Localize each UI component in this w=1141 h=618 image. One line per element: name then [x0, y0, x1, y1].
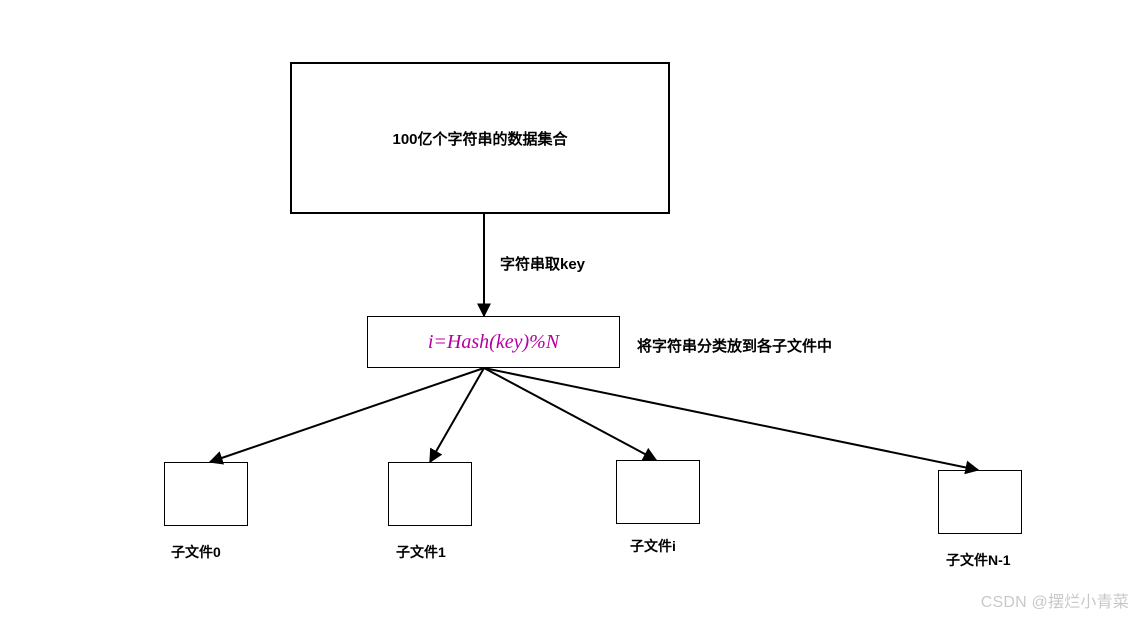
child-file-box-1: [388, 462, 472, 526]
hash-formula-label: i=Hash(key)%N: [428, 331, 559, 354]
child-file-label-0: 子文件0: [171, 542, 221, 562]
hash-formula-box: i=Hash(key)%N: [367, 316, 620, 368]
edge-line: [484, 368, 978, 470]
edge-line: [484, 368, 656, 460]
child-file-label-i: 子文件i: [630, 536, 676, 556]
edge-label-key: 字符串取key: [500, 253, 585, 274]
child-file-label-n-1: 子文件N-1: [946, 550, 1011, 570]
watermark: CSDN @摆烂小青菜: [981, 588, 1129, 612]
edge-label-dispatch: 将字符串分类放到各子文件中: [637, 335, 832, 356]
child-file-box-n-1: [938, 470, 1022, 534]
dataset-box-label: 100亿个字符串的数据集合: [392, 128, 567, 149]
child-file-box-i: [616, 460, 700, 524]
edge-line: [210, 368, 484, 462]
dataset-box: 100亿个字符串的数据集合: [290, 62, 670, 214]
child-file-box-0: [164, 462, 248, 526]
child-file-label-1: 子文件1: [396, 542, 446, 562]
edge-line: [430, 368, 484, 462]
